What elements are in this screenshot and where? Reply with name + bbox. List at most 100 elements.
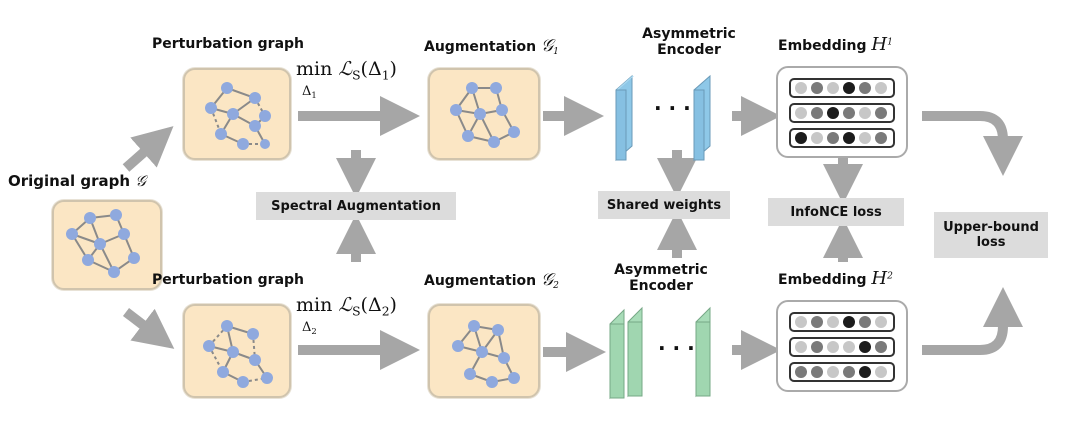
original-label-text: Original graph (8, 172, 131, 190)
bottom-embedding-dot (795, 366, 807, 378)
top-augmentation-graph-icon (450, 82, 520, 148)
upper-bound-loss-box: Upper-bound loss (934, 212, 1048, 258)
bottom-delta-idx: 2 (311, 325, 317, 336)
top-min-expression: min ℒS(Δ1) (296, 58, 397, 82)
upper-bound-line1: Upper-bound (943, 220, 1039, 235)
spectral-augmentation-box: Spectral Augmentation (256, 192, 456, 220)
bottom-embedding-row (789, 312, 895, 332)
bottom-embedding-label: Embedding H2 (778, 268, 893, 289)
bottom-embedding-dot (859, 316, 871, 328)
shared-weights-box: Shared weights (598, 191, 730, 219)
bottom-loss-sub: S (352, 304, 361, 319)
bottom-perturbation-graph-box (183, 304, 291, 398)
bottom-embedding-dot (795, 341, 807, 353)
bottom-aug-text: Augmentation (424, 273, 537, 289)
top-aug-idx: 1 (553, 47, 559, 58)
bottom-loss-symbol: ℒ (338, 294, 353, 316)
top-embedding-dot (843, 82, 855, 94)
top-embedding-dot (827, 132, 839, 144)
top-embedding-dot (843, 132, 855, 144)
top-embedding-label: Embedding H1 (778, 34, 893, 55)
original-graph-label: Original graph 𝒢 (8, 172, 146, 190)
bottom-encoder-ellipsis: · · · (658, 336, 695, 360)
bottom-embedding-dot (811, 316, 823, 328)
upper-bound-line2: loss (976, 235, 1006, 250)
top-perturbation-label: Perturbation graph (152, 36, 305, 52)
top-aug-symbol: 𝒢 (540, 36, 554, 56)
bottom-embedding-dot (811, 341, 823, 353)
bottom-arg-close: ) (389, 294, 397, 316)
bottom-embedding-dot (875, 341, 887, 353)
bottom-embedding-row (789, 337, 895, 357)
bottom-arg: (Δ (360, 294, 382, 316)
bottom-embedding-dot (827, 341, 839, 353)
top-encoder-line1: Asymmetric (642, 26, 736, 42)
bottom-embedding-dot (843, 341, 855, 353)
top-embedding-dot (843, 107, 855, 119)
bottom-embedding-dot (795, 316, 807, 328)
top-embedding-dot (827, 82, 839, 94)
bottom-aug-symbol: 𝒢 (540, 270, 554, 290)
arrow-original-to-top (122, 126, 174, 172)
top-augmentation-graph-box (428, 68, 540, 160)
bottom-emb-text: Embedding (778, 272, 867, 288)
top-arg-close: ) (389, 58, 397, 80)
top-loss-symbol: ℒ (338, 58, 353, 80)
top-augmentation-label: Augmentation 𝒢1 (424, 36, 559, 57)
infonce-loss-box: InfoNCE loss (768, 198, 904, 226)
bottom-emb-idx: 2 (887, 271, 893, 282)
top-embedding-dot (859, 82, 871, 94)
top-embedding-dot (827, 107, 839, 119)
top-embedding-dot (875, 82, 887, 94)
bottom-emb-symbol: H (871, 268, 888, 289)
top-encoder-label: Asymmetric Encoder (634, 26, 744, 58)
bottom-embedding-dot (875, 366, 887, 378)
top-perturbation-graph-box (183, 68, 291, 160)
bottom-embedding-dot (843, 316, 855, 328)
bottom-augmentation-graph-icon (452, 320, 520, 388)
top-embedding-dot (859, 107, 871, 119)
bottom-min-expression: min ℒS(Δ2) (296, 294, 397, 318)
top-emb-symbol: H (871, 34, 888, 55)
original-graph-box (52, 200, 162, 290)
top-encoder-icon (615, 74, 711, 162)
original-graph-icon (66, 209, 140, 278)
top-embedding-dot (795, 82, 807, 94)
top-delta: Δ (302, 84, 312, 99)
arrow-emb2-to-upper (922, 287, 1023, 355)
top-loss-sub: S (352, 68, 361, 83)
top-embedding-row (789, 78, 895, 98)
bottom-embedding-dot (811, 366, 823, 378)
bottom-perturbation-graph-icon (203, 320, 273, 388)
bottom-augmentation-graph-box (428, 304, 540, 398)
bottom-embedding-box (776, 300, 908, 392)
top-perturbation-graph-icon (205, 82, 271, 150)
bottom-embedding-dot (875, 316, 887, 328)
bottom-embedding-dot (859, 341, 871, 353)
top-encoder-line2: Encoder (657, 42, 721, 58)
bottom-perturbation-label: Perturbation graph (152, 272, 305, 288)
bottom-encoder-line1: Asymmetric (614, 262, 708, 278)
bottom-min-subscript: Δ2 (302, 320, 317, 336)
top-embedding-dot (811, 107, 823, 119)
bottom-augmentation-label: Augmentation 𝒢2 (424, 270, 559, 291)
bottom-encoder-label: Asymmetric Encoder (606, 262, 716, 294)
top-embedding-dot (795, 107, 807, 119)
top-embedding-dot (811, 82, 823, 94)
top-embedding-row (789, 103, 895, 123)
top-emb-text: Embedding (778, 38, 867, 54)
top-delta-idx: 1 (311, 89, 317, 100)
top-embedding-dot (859, 132, 871, 144)
bottom-embedding-row (789, 362, 895, 382)
arrow-original-to-bottom (122, 308, 175, 349)
bottom-embedding-dot (827, 316, 839, 328)
bottom-min: min (296, 294, 333, 316)
bottom-embedding-dot (859, 366, 871, 378)
top-encoder-ellipsis: · · · (654, 96, 691, 120)
top-embedding-dot (811, 132, 823, 144)
bottom-embedding-dot (843, 366, 855, 378)
top-arg: (Δ (360, 58, 382, 80)
bottom-arg-idx: 2 (381, 304, 390, 319)
